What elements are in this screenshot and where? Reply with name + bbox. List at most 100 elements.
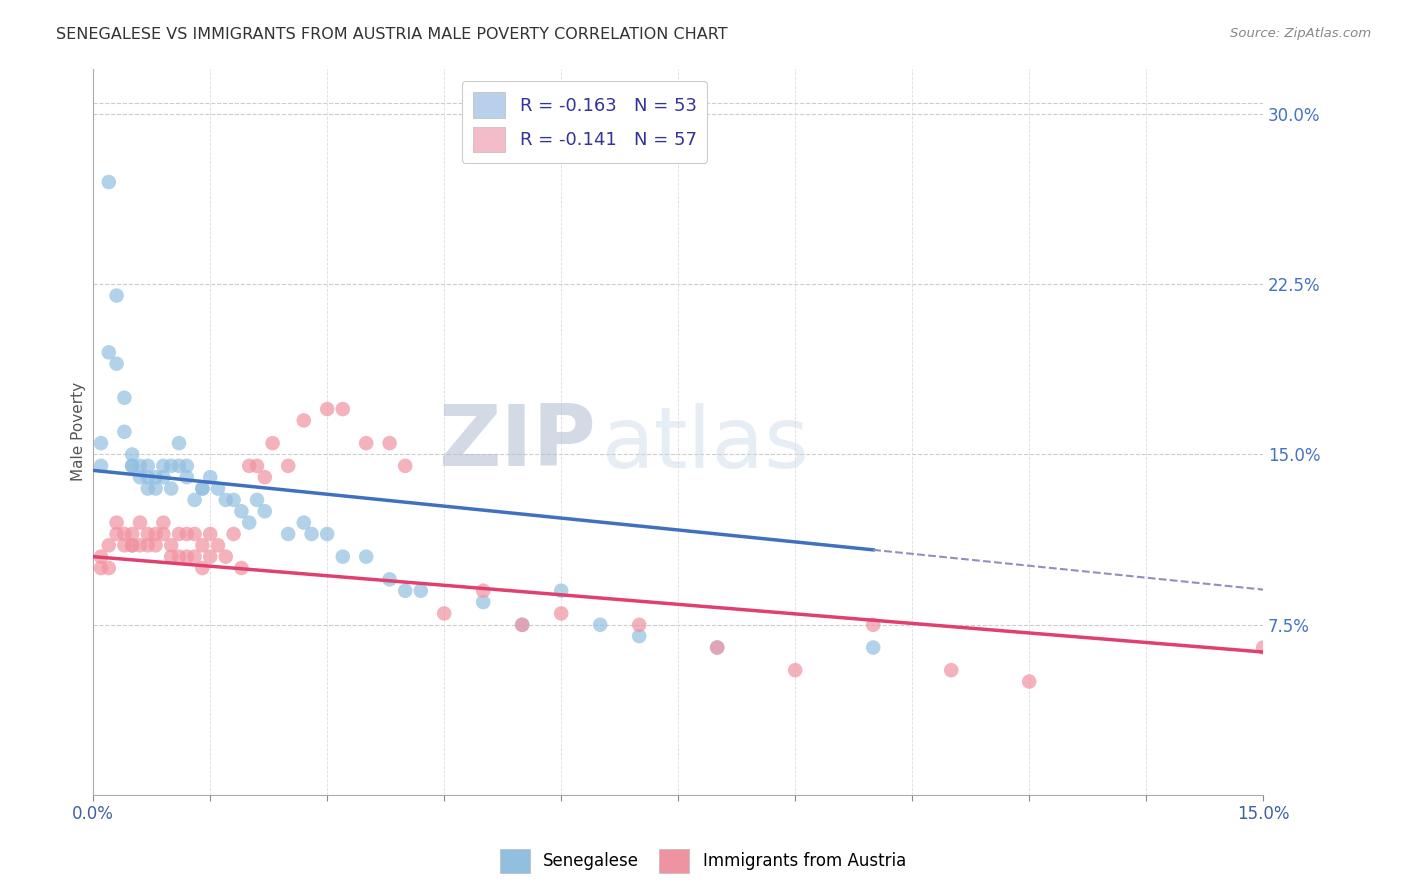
Point <box>253 470 276 484</box>
Point <box>222 492 245 507</box>
Point <box>183 527 205 541</box>
Point <box>1251 640 1274 655</box>
Point <box>176 549 198 564</box>
Text: SENEGALESE VS IMMIGRANTS FROM AUSTRIA MALE POVERTY CORRELATION CHART: SENEGALESE VS IMMIGRANTS FROM AUSTRIA MA… <box>56 27 728 42</box>
Point <box>105 516 128 530</box>
Point <box>129 516 152 530</box>
Point <box>129 458 152 473</box>
Point <box>136 527 159 541</box>
Point <box>90 458 112 473</box>
Point <box>472 595 495 609</box>
Point <box>90 561 112 575</box>
Point <box>97 345 120 359</box>
Point <box>550 607 572 621</box>
Point <box>198 470 221 484</box>
Point <box>152 458 174 473</box>
Point <box>1018 674 1040 689</box>
Point <box>90 549 112 564</box>
Point <box>862 640 884 655</box>
Legend: R = -0.163   N = 53, R = -0.141   N = 57: R = -0.163 N = 53, R = -0.141 N = 57 <box>461 81 707 163</box>
Point <box>191 561 214 575</box>
Point <box>121 458 143 473</box>
Point <box>105 527 128 541</box>
Point <box>176 458 198 473</box>
Point <box>121 527 143 541</box>
Point <box>105 357 128 371</box>
Point <box>292 516 315 530</box>
Point <box>262 436 284 450</box>
Point <box>409 583 432 598</box>
Point <box>433 607 456 621</box>
Text: Source: ZipAtlas.com: Source: ZipAtlas.com <box>1230 27 1371 40</box>
Point <box>121 538 143 552</box>
Point <box>167 549 190 564</box>
Point <box>550 583 572 598</box>
Point <box>706 640 728 655</box>
Point <box>191 482 214 496</box>
Point <box>176 527 198 541</box>
Point <box>292 413 315 427</box>
Text: ZIP: ZIP <box>439 401 596 484</box>
Point <box>628 629 651 643</box>
Point <box>316 402 339 417</box>
Point <box>112 538 135 552</box>
Point <box>112 527 135 541</box>
Y-axis label: Male Poverty: Male Poverty <box>72 383 86 482</box>
Point <box>207 538 229 552</box>
Point <box>215 549 238 564</box>
Point <box>706 640 728 655</box>
Point <box>145 538 167 552</box>
Point <box>246 458 269 473</box>
Point <box>316 527 339 541</box>
Point <box>105 288 128 302</box>
Point <box>183 549 205 564</box>
Point <box>332 549 354 564</box>
Point <box>941 663 963 677</box>
Point <box>238 516 260 530</box>
Point <box>628 617 651 632</box>
Point <box>136 458 159 473</box>
Point <box>167 436 190 450</box>
Point <box>253 504 276 518</box>
Point <box>90 436 112 450</box>
Point <box>238 458 260 473</box>
Point <box>112 391 135 405</box>
Point <box>198 527 221 541</box>
Point <box>167 527 190 541</box>
Point <box>97 175 120 189</box>
Point <box>354 549 377 564</box>
Point <box>394 458 416 473</box>
Point <box>160 549 183 564</box>
Point <box>129 538 152 552</box>
Point <box>97 561 120 575</box>
Point <box>246 492 269 507</box>
Point <box>198 549 221 564</box>
Point <box>183 492 205 507</box>
Point <box>160 538 183 552</box>
Point <box>222 527 245 541</box>
Point <box>231 504 253 518</box>
Point <box>394 583 416 598</box>
Point <box>301 527 323 541</box>
Point <box>176 470 198 484</box>
Point <box>589 617 612 632</box>
Point <box>136 538 159 552</box>
Point <box>160 482 183 496</box>
Point <box>145 527 167 541</box>
Point <box>152 516 174 530</box>
Point <box>167 458 190 473</box>
Legend: Senegalese, Immigrants from Austria: Senegalese, Immigrants from Austria <box>494 842 912 880</box>
Point <box>862 617 884 632</box>
Point <box>191 482 214 496</box>
Point <box>191 538 214 552</box>
Point <box>112 425 135 439</box>
Point <box>354 436 377 450</box>
Point <box>129 470 152 484</box>
Point <box>332 402 354 417</box>
Point <box>121 458 143 473</box>
Point <box>97 538 120 552</box>
Point <box>277 458 299 473</box>
Point <box>145 482 167 496</box>
Point <box>378 436 401 450</box>
Point <box>510 617 533 632</box>
